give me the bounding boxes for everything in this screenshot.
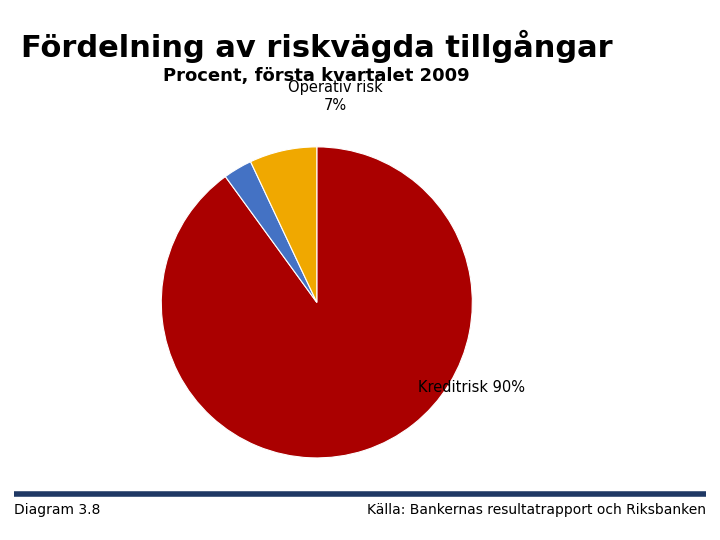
Text: Marknadsrisk 3%: Marknadsrisk 3% <box>0 539 1 540</box>
Text: Operativ risk
7%: Operativ risk 7% <box>288 80 383 113</box>
Wedge shape <box>161 147 472 458</box>
Text: Procent, första kvartalet 2009: Procent, första kvartalet 2009 <box>163 68 470 85</box>
Wedge shape <box>251 147 317 302</box>
Text: Källa: Bankernas resultatrapport och Riksbanken: Källa: Bankernas resultatrapport och Rik… <box>366 503 706 517</box>
Wedge shape <box>225 161 317 302</box>
Text: Diagram 3.8: Diagram 3.8 <box>14 503 101 517</box>
Text: Fördelning av riskvägda tillgångar: Fördelning av riskvägda tillgångar <box>21 30 613 63</box>
Text: Kreditrisk 90%: Kreditrisk 90% <box>418 381 525 395</box>
